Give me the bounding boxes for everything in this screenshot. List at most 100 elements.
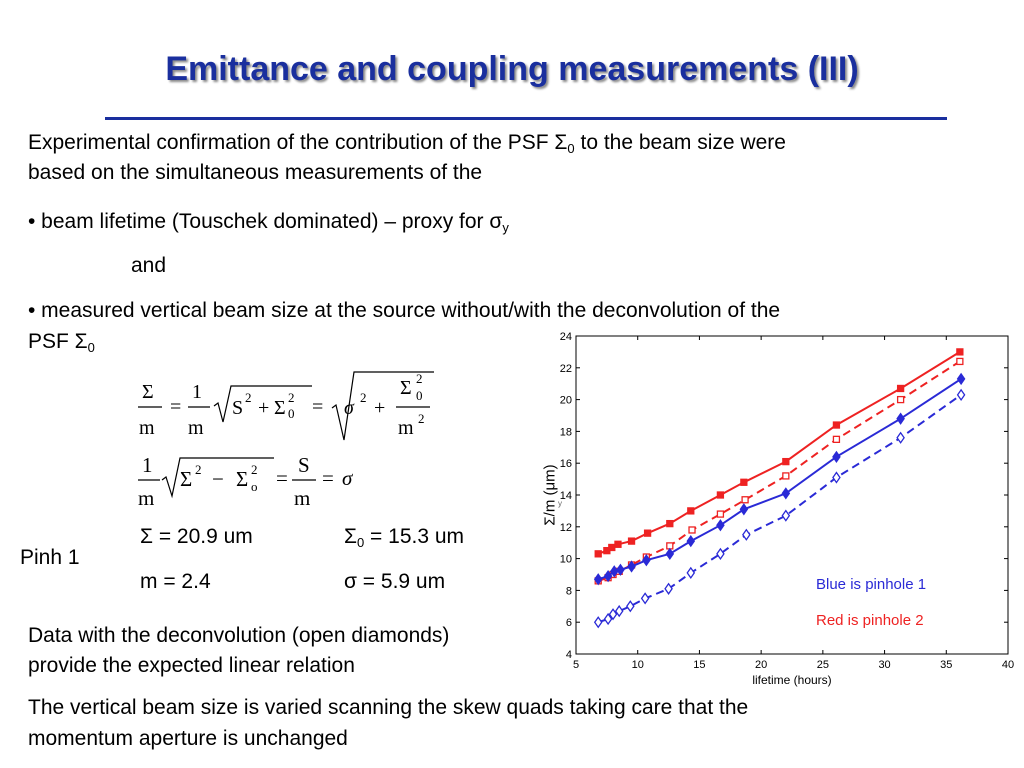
data-point-diamond — [716, 547, 725, 560]
data-point-diamond — [742, 528, 751, 541]
intro-line-2: based on the simultaneous measurements o… — [28, 161, 483, 184]
eq1-num-sup: 2 — [416, 371, 423, 386]
data-point-square — [716, 510, 725, 518]
y-tick-label: 8 — [566, 585, 572, 597]
data-point-diamond — [956, 372, 966, 386]
data-point-square — [687, 507, 695, 515]
data-point-diamond — [642, 554, 651, 567]
eq1-equals-2: = — [312, 396, 323, 418]
x-tick-label: 35 — [940, 659, 952, 671]
data-point-diamond — [603, 612, 613, 626]
eq2-m: m — [138, 486, 154, 510]
intro-tail: to the beam size were — [574, 131, 786, 154]
data-point-square — [782, 472, 790, 480]
data-point-diamond — [608, 608, 618, 621]
eq1-one: 1 — [192, 381, 202, 403]
y-tick-label: 18 — [560, 426, 572, 438]
eq2-sigma-sup: 2 — [195, 462, 202, 477]
y-axis-label: Σ/m (μm) — [541, 464, 558, 525]
eq1-sqrt-2 — [331, 371, 434, 441]
data-point-diamond — [640, 592, 650, 605]
data-point-diamond — [686, 566, 696, 580]
data-point-square — [956, 357, 964, 366]
equation-2: 1 m Σ 2 − Σ 2 o = S m = σ — [138, 453, 354, 510]
y-tick-label: 10 — [560, 554, 572, 566]
y-tick-label: 14 — [560, 490, 572, 502]
data-point-diamond — [896, 412, 905, 425]
legend-red-pinhole-2: Red is pinhole 2 — [816, 612, 924, 629]
data-point-diamond — [781, 487, 791, 500]
eq1-equals-1: = — [170, 396, 181, 418]
eq1-small-sigma-sup: 2 — [360, 390, 367, 405]
x-tick-label: 25 — [817, 659, 829, 671]
eq1-m: m — [139, 417, 155, 439]
data-point-square — [832, 421, 841, 429]
pinh-label: Pinh 1 — [20, 546, 80, 569]
eq1-plus-1: + — [258, 397, 269, 419]
data-point-square — [594, 550, 602, 558]
plot-frame — [575, 335, 1009, 655]
bullet-beamsize-line-2: PSF Σ0 — [28, 327, 95, 363]
eq2-equals-2: = — [322, 466, 334, 490]
data-point-diamond — [781, 509, 791, 522]
eq1-den-m: m — [398, 417, 414, 439]
data-point-square — [896, 384, 905, 393]
data-point-diamond — [739, 503, 749, 516]
note-skew-quads-line-1: The vertical beam size is varied scannin… — [28, 696, 749, 719]
eq1-den-sup: 2 — [418, 411, 425, 426]
data-point-square — [896, 395, 905, 404]
data-point-square — [608, 543, 616, 552]
x-axis-label: lifetime (hours) — [752, 673, 831, 687]
eq2-sigma-o-sub: o — [251, 479, 258, 494]
note-deconvolution-line-2: provide the expected linear relation — [28, 654, 355, 677]
y-tick-label: 12 — [560, 522, 572, 534]
eq1-m2: m — [188, 417, 204, 439]
eq1-sigma0: Σ — [274, 397, 286, 419]
eq1-plus-2: + — [374, 397, 385, 419]
data-point-square — [740, 478, 748, 486]
data-point-square — [832, 435, 841, 443]
intro-line-1: Experimental confirmation of the contrib… — [28, 128, 786, 164]
psf-sub: 0 — [87, 340, 95, 355]
data-point-diamond — [616, 563, 625, 576]
eq2-sqrt — [161, 457, 274, 499]
equation-1: Σ m = 1 m S 2 + Σ 2 0 = σ 2 + Σ 2 0 m 2 — [138, 371, 434, 441]
bullet-lifetime-text: • beam lifetime (Touschek dominated) – p… — [28, 210, 503, 233]
value-sigma0-value: = 15.3 um — [364, 525, 465, 548]
x-tick-label: 15 — [693, 659, 705, 671]
eq2-equals-1: = — [276, 466, 288, 490]
data-point-square — [688, 526, 696, 534]
data-point-diamond — [603, 569, 613, 583]
value-small-sigma: σ = 5.9 um — [344, 570, 446, 593]
data-point-diamond — [686, 534, 696, 548]
data-point-square — [614, 540, 622, 548]
eq2-m2: m — [294, 486, 310, 510]
data-point-diamond — [665, 547, 675, 560]
y-tick-label: 20 — [560, 395, 572, 407]
data-point-diamond — [832, 450, 841, 463]
psf-text: PSF Σ — [28, 330, 88, 353]
intro-text: Experimental confirmation of the contrib… — [28, 131, 568, 154]
data-point-diamond — [614, 604, 624, 618]
bullet-lifetime: • beam lifetime (Touschek dominated) – p… — [28, 207, 509, 243]
eq1-S: S — [232, 397, 243, 419]
and-text: and — [131, 254, 167, 277]
data-point-diamond — [832, 471, 841, 484]
y-tick-label: 6 — [566, 617, 572, 629]
eq1-num-sub: 0 — [416, 388, 423, 403]
beam-size-vs-lifetime-chart: 5 10 15 20 25 30 35 40 4 6 8 10 12 14 16 18 20 22 24 lifet… — [541, 331, 1014, 687]
data-point-diamond — [593, 616, 603, 629]
value-sigma0: Σ0 = 15.3 um — [344, 522, 464, 558]
data-point-diamond — [956, 388, 966, 401]
eq2-sigma: Σ — [180, 467, 192, 491]
x-tick-label: 40 — [1002, 659, 1014, 671]
y-tick-label: 24 — [560, 331, 572, 343]
slide-title: Emittance and coupling measurements (III… — [165, 50, 859, 88]
eq1-S-sup: 2 — [245, 390, 252, 405]
eq1-sqrt-1 — [213, 385, 312, 423]
legend-blue-pinhole-1: Blue is pinhole 1 — [816, 576, 926, 593]
data-point-diamond — [593, 573, 603, 586]
data-point-square — [741, 496, 749, 504]
y-tick-label: 16 — [560, 458, 572, 470]
data-point-diamond — [896, 431, 905, 444]
